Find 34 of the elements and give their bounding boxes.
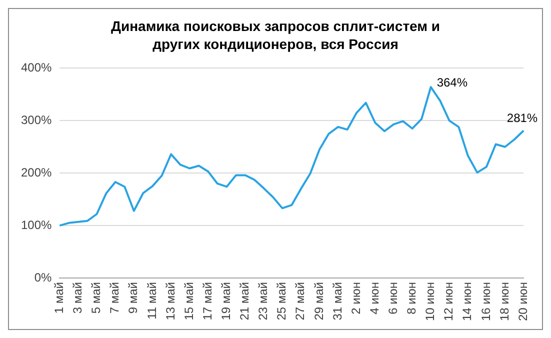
x-tick-label: 1 май <box>52 282 66 314</box>
x-tick-label: 14 июн <box>460 282 474 322</box>
x-tick-label: 10 июн <box>423 282 438 322</box>
x-tick-label: 5 май <box>89 282 104 314</box>
x-tick-label: 12 июн <box>442 282 456 322</box>
x-tick-label: 16 июн <box>478 282 493 322</box>
x-tick-label: 18 июн <box>497 282 512 322</box>
x-tick-label: 19 май <box>219 282 234 320</box>
x-tick-label: 8 июн <box>404 282 419 314</box>
x-tick-label: 21 май <box>238 282 252 320</box>
x-tick-label: 29 май <box>312 282 326 320</box>
x-tick-label: 20 июн <box>516 282 530 322</box>
x-tick-label: 31 май <box>330 282 344 320</box>
x-tick-label: 7 май <box>108 282 122 314</box>
y-tick-label: 400% <box>20 60 52 75</box>
x-tick-label: 3 май <box>70 282 85 314</box>
x-tick-label: 6 июн <box>386 282 400 314</box>
y-tick-label: 0% <box>34 270 52 284</box>
x-tick-label: 25 май <box>274 282 289 320</box>
x-tick-label: 11 май <box>144 282 159 320</box>
x-tick-label: 13 май <box>163 282 178 320</box>
y-tick-label: 200% <box>20 165 52 180</box>
data-label: 364% <box>436 75 468 90</box>
y-tick-label: 300% <box>20 112 52 127</box>
chart-title: Динамика поисковых запросов сплит-систем и других кондиционеров, вся Россия <box>110 17 441 53</box>
x-tick-label: 2 июн <box>348 282 363 314</box>
y-tick-label: 100% <box>20 218 52 232</box>
x-tick-label: 4 июн <box>367 282 382 314</box>
x-tick-label: 17 май <box>200 282 214 320</box>
x-tick-label: 27 май <box>293 282 308 320</box>
x-tick-label: 23 май <box>256 282 270 320</box>
x-tick-label: 9 май <box>126 282 140 314</box>
x-tick-label: 15 май <box>182 282 196 320</box>
data-label: 281% <box>506 110 538 125</box>
